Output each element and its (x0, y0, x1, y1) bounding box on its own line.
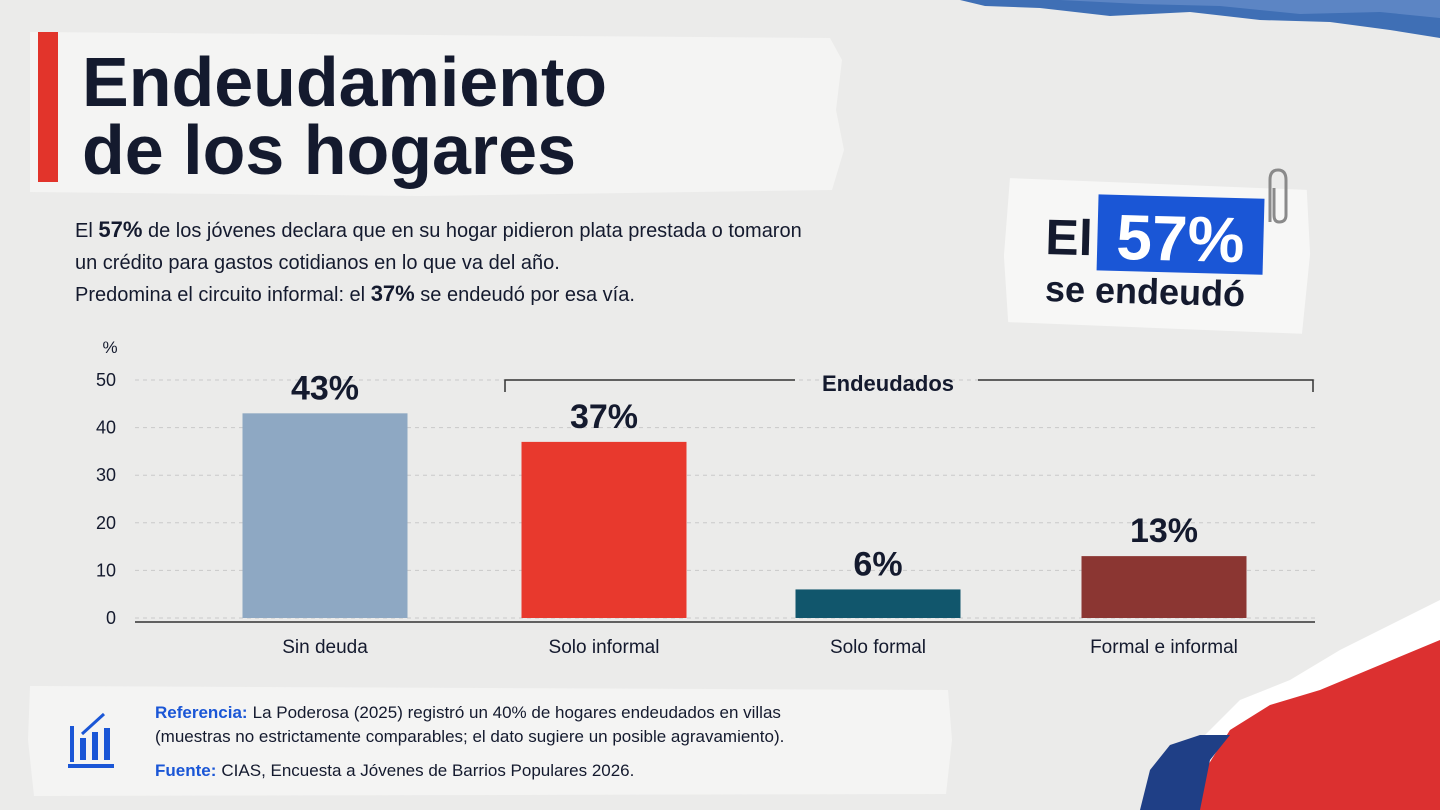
reference-text: La Poderosa (2025) registró un 40% de ho… (253, 703, 781, 722)
callout-prefix: El (1045, 209, 1094, 266)
accent-bar (38, 32, 58, 182)
subtitle: El 57% de los jóvenes declara que en su … (75, 217, 802, 306)
annotation-bracket (504, 379, 1314, 392)
subtitle-text: El (75, 220, 98, 242)
subtitle-line: Predomina el circuito informal: el 37% s… (75, 281, 635, 306)
subtitle-emphasis: 57% (98, 217, 142, 242)
y-tick-label: 50 (96, 370, 116, 390)
x-tick-label: Sin deuda (282, 637, 368, 658)
x-tick-label: Solo formal (830, 637, 926, 658)
y-tick-label: 10 (96, 560, 116, 580)
bar (1081, 556, 1247, 618)
callout-highlight: 57% (1115, 201, 1245, 276)
title: Endeudamiento de los hogares (82, 43, 607, 189)
paperclip (1268, 168, 1288, 224)
value-label: 6% (853, 545, 902, 583)
y-axis-label: % (102, 338, 117, 357)
value-label: 37% (570, 398, 638, 436)
bar (795, 589, 961, 618)
reference-text: (muestras no estrictamente comparables; … (155, 727, 784, 746)
callout-suffix: se endeudó (1045, 268, 1246, 314)
footer: Referencia: La Poderosa (2025) registró u… (28, 686, 952, 796)
bar (242, 413, 408, 618)
annotation: Endeudados (822, 371, 954, 396)
subtitle-line: un crédito para gastos cotidianos en lo … (75, 252, 560, 274)
subtitle-text: Predomina el circuito informal: el (75, 284, 371, 306)
subtitle-text: un crédito para gastos cotidianos en lo … (75, 252, 560, 274)
x-tick-label: Solo informal (549, 637, 660, 658)
reference: Referencia: La Poderosa (2025) registró u… (155, 703, 781, 722)
value-label: 43% (291, 369, 359, 407)
chart: % 0 10 20 30 40 50 43% Sin deuda 37% Solo informal… (96, 338, 1315, 658)
title-line: Endeudamiento (82, 43, 607, 121)
title-card: Endeudamiento de los hogares (30, 32, 844, 196)
chart-icon (68, 712, 114, 768)
subtitle-emphasis: 37% (371, 281, 415, 306)
title-line: de los hogares (82, 111, 576, 189)
callout: El 57% se endeudó (1003, 178, 1311, 334)
decoration (960, 0, 1440, 810)
subtitle-line: El 57% de los jóvenes declara que en su … (75, 217, 802, 242)
subtitle-text: se endeudó por esa vía. (415, 284, 635, 306)
y-tick-label: 0 (106, 608, 116, 628)
subtitle-text: de los jóvenes declara que en su hogar p… (142, 220, 801, 242)
source: Fuente: CIAS, Encuesta a Jóvenes de Barri… (155, 761, 634, 780)
source-label: Fuente: (155, 761, 216, 780)
y-tick-label: 20 (96, 513, 116, 533)
bar (521, 441, 687, 618)
source-text: CIAS, Encuesta a Jóvenes de Barrios Popu… (221, 761, 634, 780)
reference-label: Referencia: (155, 703, 248, 722)
y-tick-label: 40 (96, 418, 116, 438)
value-label: 13% (1130, 512, 1198, 550)
y-tick-label: 30 (96, 465, 116, 485)
callout-highlight-box (1096, 194, 1265, 275)
x-tick-label: Formal e informal (1090, 637, 1238, 658)
